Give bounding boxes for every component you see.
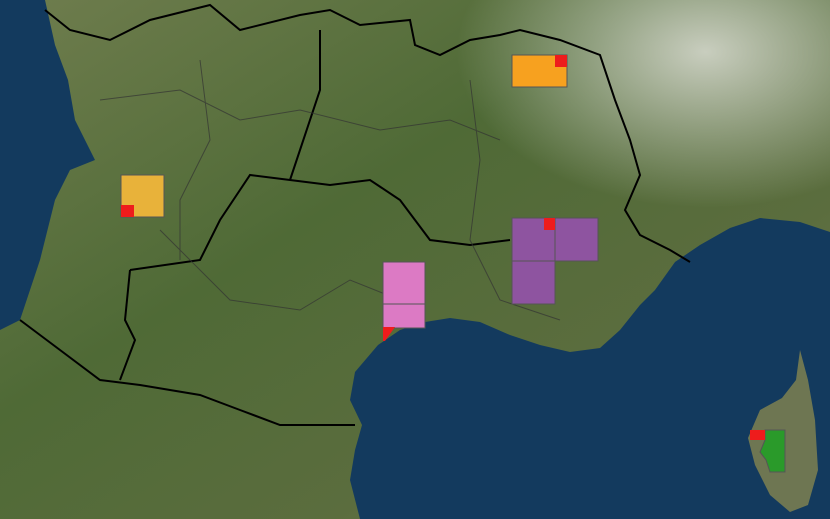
pink-area: [382, 261, 426, 305]
purple-area: [511, 260, 556, 305]
department-line: [469, 79, 561, 321]
red-area: [750, 430, 765, 440]
green-area: [759, 429, 786, 473]
purple-area: [554, 217, 599, 262]
markers: [120, 54, 786, 473]
border-line: [19, 319, 355, 426]
department-line: [179, 59, 211, 260]
border-line: [44, 3, 691, 263]
border-line: [119, 269, 137, 381]
pink-area: [382, 303, 426, 329]
red-area: [121, 205, 134, 217]
red-area: [383, 327, 395, 341]
border-line: [129, 173, 511, 271]
department-line: [99, 89, 501, 141]
red-area: [555, 55, 567, 67]
red-area: [544, 218, 555, 230]
department-line: [159, 229, 401, 311]
borders: [19, 3, 691, 426]
border-line: [289, 30, 321, 181]
departments: [99, 59, 561, 321]
